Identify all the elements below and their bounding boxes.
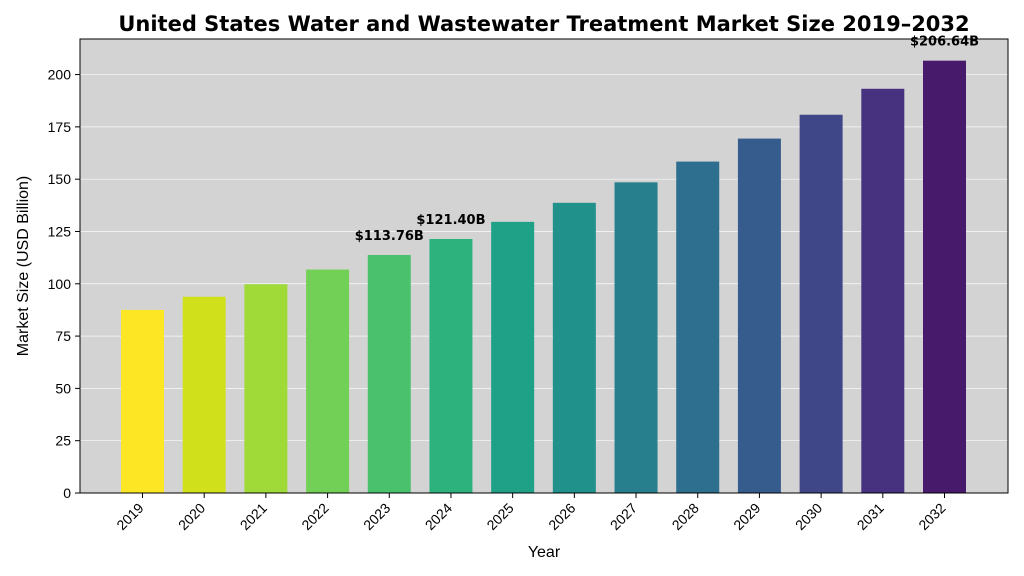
y-axis-label: Market Size (USD Billion) [15, 176, 32, 356]
bar-2029 [737, 138, 781, 493]
bar-2024 [429, 239, 473, 493]
bar-2026 [552, 202, 596, 493]
x-tick-label: 2020 [175, 500, 208, 533]
bar-2031 [861, 88, 905, 493]
bar-2025 [491, 221, 535, 494]
x-tick-label: 2031 [854, 500, 887, 533]
data-labels: $113.76B$121.40B $206.64B [355, 35, 979, 244]
x-axis: 2019 2020 2021 2022 2023 2024 2025 2026 2027 2028… [113, 493, 949, 533]
bar-2022 [306, 269, 350, 493]
x-tick-label: 2024 [422, 500, 455, 533]
x-tick-label: 2022 [298, 500, 331, 533]
y-tick-label: 50 [55, 380, 71, 396]
y-tick-label: 125 [48, 223, 72, 239]
y-tick-label: 100 [48, 276, 72, 292]
y-tick-label: 25 [55, 433, 71, 449]
y-tick-label: 150 [48, 171, 72, 187]
x-axis-label: Year [528, 544, 561, 561]
y-tick-label: 0 [63, 485, 71, 501]
bars [121, 60, 966, 494]
x-tick-label: 2023 [360, 500, 393, 533]
x-tick-label: 2028 [669, 500, 702, 533]
x-tick-label: 2026 [545, 500, 578, 533]
data-label: $113.76B [355, 229, 424, 244]
bar-2027 [614, 182, 658, 494]
x-tick-label: 2021 [237, 500, 270, 533]
data-label: $206.64B [910, 35, 979, 50]
y-tick-label: 200 [48, 67, 72, 83]
x-tick-label: 2030 [792, 500, 825, 533]
bar-2023 [367, 254, 411, 493]
bar-2020 [182, 296, 226, 493]
y-tick-label: 175 [48, 119, 72, 135]
y-tick-label: 75 [55, 328, 71, 344]
bar-2032 [923, 60, 966, 494]
bar-2021 [244, 284, 288, 493]
x-tick-label: 2032 [915, 500, 948, 533]
plot-area [80, 39, 1008, 493]
bar-2019 [121, 309, 164, 493]
x-tick-label: 2027 [607, 500, 640, 533]
plot-frame [79, 38, 1009, 494]
data-label: $121.40B [416, 213, 485, 228]
y-axis: 0 25 50 75 100 125 150 175 200 [48, 67, 80, 501]
chart-title: United States Water and Wastewater Treat… [118, 12, 969, 36]
bar-2028 [676, 161, 720, 493]
bar-2030 [799, 114, 843, 494]
x-tick-label: 2029 [730, 500, 763, 533]
x-tick-label: 2019 [113, 500, 146, 533]
x-tick-label: 2025 [483, 500, 516, 533]
